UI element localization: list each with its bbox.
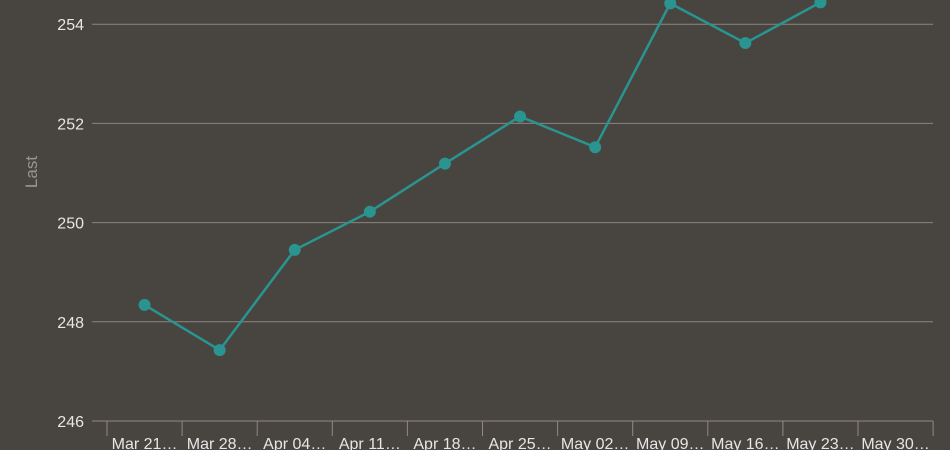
y-axis-label: Last bbox=[22, 156, 41, 188]
data-point[interactable] bbox=[664, 0, 677, 10]
series-line bbox=[143, 0, 828, 352]
data-point[interactable] bbox=[438, 157, 451, 170]
y-tick-label: 248 bbox=[57, 315, 84, 332]
x-tick-label: Mar 21… bbox=[112, 436, 178, 450]
x-tick-label: May 09… bbox=[636, 436, 704, 450]
y-tick-label: 252 bbox=[57, 116, 84, 133]
data-point[interactable] bbox=[814, 0, 827, 9]
x-tick-label: May 30… bbox=[861, 436, 929, 450]
x-tick-label: Mar 28… bbox=[187, 436, 253, 450]
data-point[interactable] bbox=[589, 141, 602, 154]
data-point[interactable] bbox=[363, 205, 376, 218]
x-tick-label: Apr 11… bbox=[339, 436, 401, 450]
x-tick-label: Apr 04… bbox=[263, 436, 326, 450]
x-tick-label: May 16… bbox=[711, 436, 779, 450]
x-tick-label: May 02… bbox=[561, 436, 629, 450]
data-point[interactable] bbox=[739, 37, 752, 50]
x-tick-label: Apr 25… bbox=[488, 436, 551, 450]
data-point[interactable] bbox=[213, 344, 226, 357]
y-tick-label: 246 bbox=[57, 414, 84, 431]
x-tick-label: May 23… bbox=[786, 436, 854, 450]
y-tick-label: 250 bbox=[57, 216, 84, 233]
data-point[interactable] bbox=[138, 298, 151, 311]
data-point[interactable] bbox=[514, 110, 527, 123]
y-tick-label: 254 bbox=[57, 17, 84, 34]
x-tick-label: Apr 18… bbox=[413, 436, 476, 450]
data-point[interactable] bbox=[288, 243, 301, 256]
